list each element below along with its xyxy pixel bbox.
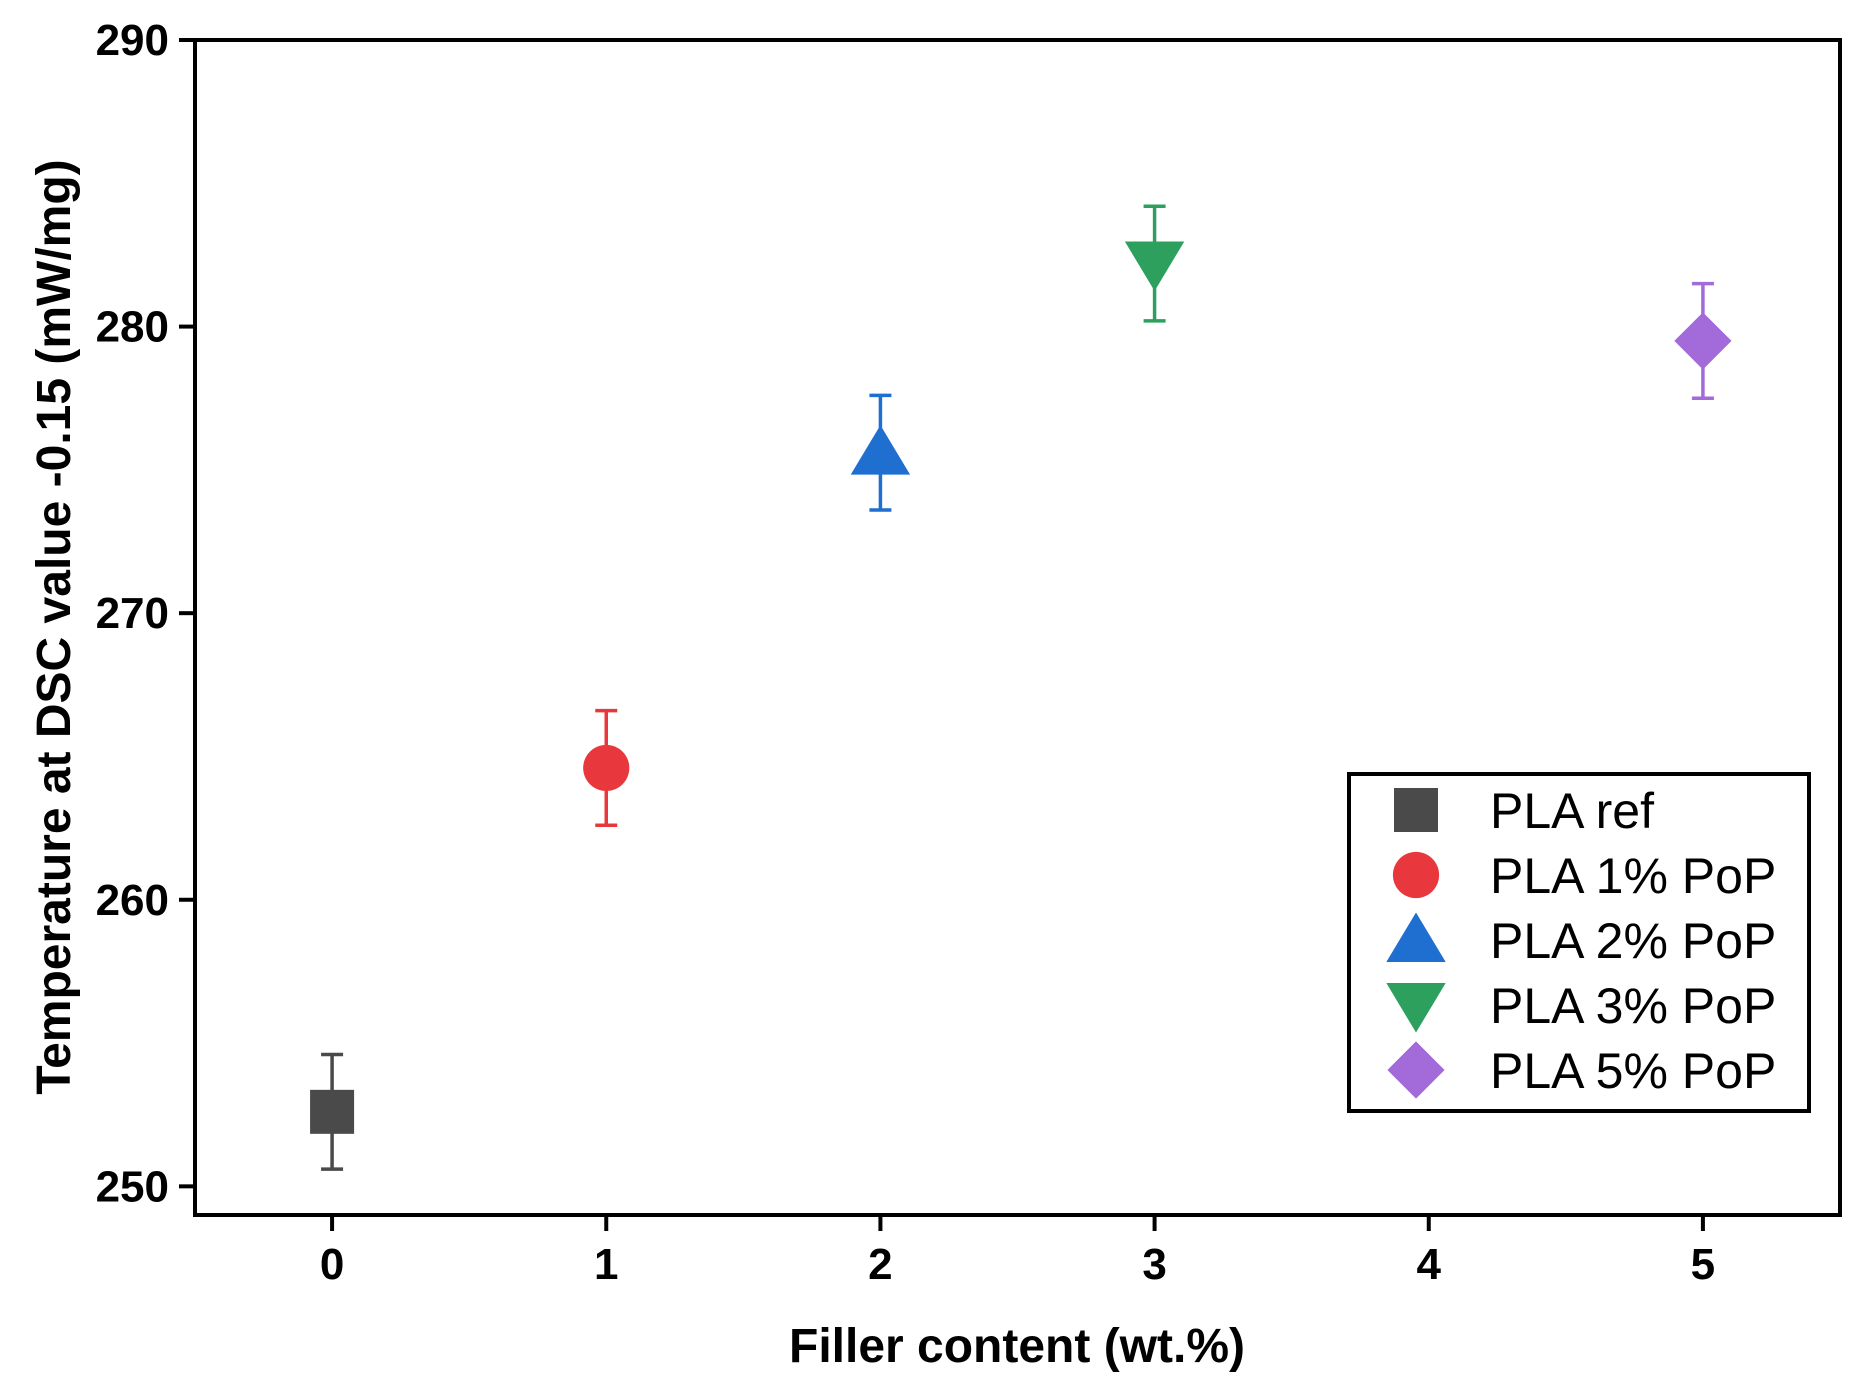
legend-label: PLA 1% PoP xyxy=(1490,848,1776,904)
x-tick-label: 2 xyxy=(868,1240,892,1289)
x-axis-title: Filler content (wt.%) xyxy=(789,1320,1245,1373)
data-point xyxy=(850,425,911,475)
x-tick-label: 5 xyxy=(1691,1240,1715,1289)
y-tick-label: 280 xyxy=(96,303,169,352)
y-axis-ticks: 250 260 270 280 290 xyxy=(96,16,195,1211)
data-point xyxy=(310,1089,355,1134)
legend-label: PLA 5% PoP xyxy=(1490,1043,1776,1099)
data-point xyxy=(583,744,630,792)
y-axis-title: Temperature at DSC value -0.15 (mW/mg) xyxy=(28,159,81,1094)
legend-marker xyxy=(1394,788,1438,832)
legend-label: PLA ref xyxy=(1490,783,1654,839)
data-point xyxy=(1124,241,1185,292)
y-tick-label: 290 xyxy=(96,16,169,65)
x-tick-label: 4 xyxy=(1417,1240,1442,1289)
data-markers xyxy=(310,241,1732,1134)
y-tick-label: 260 xyxy=(96,876,169,925)
x-tick-label: 0 xyxy=(320,1240,344,1289)
x-axis-ticks: 0 1 2 3 4 5 xyxy=(320,1215,1715,1289)
legend-marker xyxy=(1387,1041,1445,1099)
y-tick-label: 250 xyxy=(96,1162,169,1211)
legend-label: PLA 3% PoP xyxy=(1490,978,1776,1034)
legend-label: PLA 2% PoP xyxy=(1490,913,1776,969)
legend: PLA ref PLA 1% PoP PLA 2% PoP PLA 3% PoP PLA… xyxy=(1347,772,1811,1113)
x-tick-label: 3 xyxy=(1142,1240,1166,1289)
legend-marker xyxy=(1386,912,1446,962)
legend-marker xyxy=(1392,851,1440,899)
legend-marker xyxy=(1386,983,1446,1033)
data-point xyxy=(1674,312,1732,370)
x-tick-label: 1 xyxy=(594,1240,618,1289)
y-tick-label: 270 xyxy=(96,589,169,638)
plot-frame xyxy=(193,38,1842,1217)
